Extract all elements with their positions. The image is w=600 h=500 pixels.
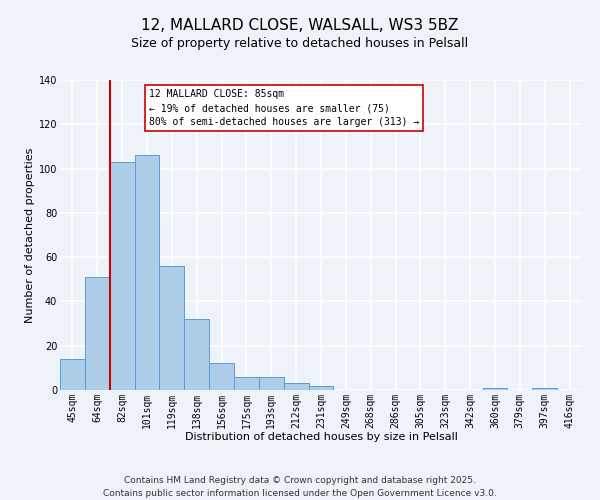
Bar [532, 388, 557, 390]
Bar [482, 388, 508, 390]
Bar [234, 376, 259, 390]
Text: Contains HM Land Registry data © Crown copyright and database right 2025.
Contai: Contains HM Land Registry data © Crown c… [103, 476, 497, 498]
Text: Size of property relative to detached houses in Pelsall: Size of property relative to detached ho… [131, 38, 469, 51]
Bar [160, 266, 184, 390]
Bar [85, 277, 110, 390]
Y-axis label: Number of detached properties: Number of detached properties [25, 148, 35, 322]
Bar [259, 376, 284, 390]
Bar [284, 384, 308, 390]
Bar [60, 359, 85, 390]
X-axis label: Distribution of detached houses by size in Pelsall: Distribution of detached houses by size … [185, 432, 457, 442]
Text: 12 MALLARD CLOSE: 85sqm
← 19% of detached houses are smaller (75)
80% of semi-de: 12 MALLARD CLOSE: 85sqm ← 19% of detache… [149, 90, 419, 128]
Bar [110, 162, 134, 390]
Bar [134, 156, 160, 390]
Bar [209, 364, 234, 390]
Text: 12, MALLARD CLOSE, WALSALL, WS3 5BZ: 12, MALLARD CLOSE, WALSALL, WS3 5BZ [141, 18, 459, 32]
Bar [308, 386, 334, 390]
Bar [184, 319, 209, 390]
